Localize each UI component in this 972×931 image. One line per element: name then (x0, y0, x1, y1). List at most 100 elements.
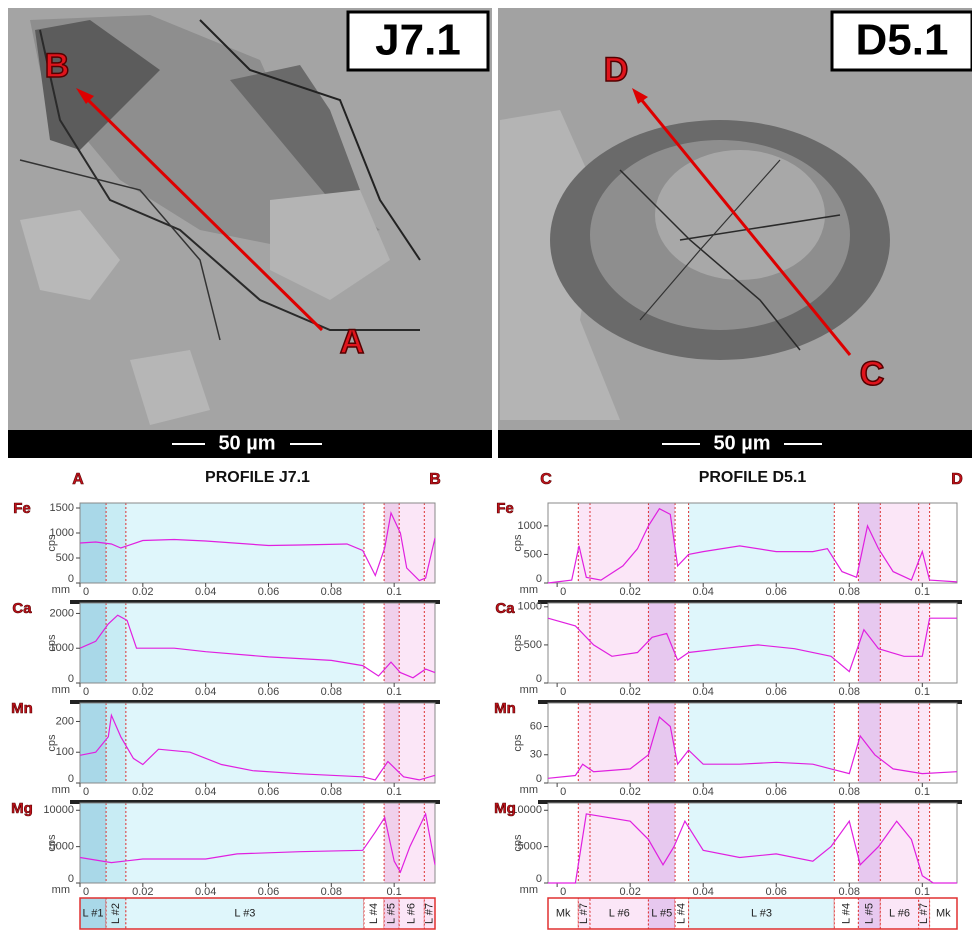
y-tick-label: 0 (68, 773, 74, 785)
profile-line (548, 813, 957, 884)
y-tick-label: 500 (524, 548, 542, 560)
zone-label: L #4 (368, 903, 380, 924)
zone-band (548, 703, 579, 783)
zone-band (880, 503, 919, 583)
x-tick-label: 0.08 (839, 586, 860, 598)
zone-band (384, 803, 400, 883)
sample-label: D5.1 (856, 16, 949, 65)
zone-band (106, 503, 126, 583)
x-tick-label: 0 (83, 886, 89, 898)
x-tick-label: 0.04 (692, 886, 713, 898)
profile-start: C (860, 355, 885, 393)
plot-frame (79, 802, 436, 884)
y-tick-label: 5000 (518, 841, 542, 853)
x-tick-label: 0.1 (915, 686, 930, 698)
y-axis-label: cps (512, 634, 524, 652)
x-axis-label: mm (52, 584, 70, 596)
zone-band (918, 703, 930, 783)
zone-band (688, 503, 835, 583)
zone-band (399, 503, 425, 583)
zone-band (548, 803, 579, 883)
zone-band (589, 603, 649, 683)
zone-band (858, 803, 881, 883)
y-tick-label: 1000 (518, 520, 542, 532)
x-tick-label: 0.06 (258, 886, 279, 898)
separator (70, 700, 440, 704)
x-tick-label: 0 (560, 586, 566, 598)
zone-label: L #5 (386, 903, 398, 924)
y-tick-label: 0 (536, 573, 542, 585)
x-tick-label: 0.06 (258, 686, 279, 698)
zone-label: L #1 (83, 907, 104, 919)
zone-band (578, 803, 590, 883)
y-tick-label: 0 (536, 873, 542, 885)
zone-band (106, 703, 126, 783)
y-tick-label: 0 (68, 873, 74, 885)
zone-bar-frame (79, 897, 436, 930)
zone-band (880, 603, 919, 683)
element-label: Mn (11, 700, 33, 717)
plot-frame (79, 602, 436, 684)
x-tick-label: 0.08 (321, 786, 342, 798)
zone-band (424, 603, 435, 683)
plot-frame (547, 802, 958, 884)
scale-bar-label: 50 µm (713, 432, 770, 454)
element-label: Fe (496, 500, 514, 517)
zone-label: L #7 (424, 903, 436, 924)
zone-band (675, 803, 689, 883)
y-tick-label: 5000 (50, 841, 74, 853)
micrograph: 50 µm D5.1 C D (498, 8, 972, 458)
x-tick-label: 0.02 (619, 886, 640, 898)
x-tick-label: 0.02 (132, 786, 153, 798)
y-tick-label: 1000 (50, 642, 74, 654)
element-label: Ca (495, 600, 515, 617)
zone-band (80, 803, 107, 883)
zone-band (424, 803, 435, 883)
x-tick-label: 0 (560, 686, 566, 698)
y-axis-label: cps (46, 634, 58, 652)
zone-band (648, 503, 676, 583)
profile-line (79, 713, 436, 781)
element-label: Ca (12, 600, 32, 617)
zone-band (424, 503, 435, 583)
zone-band (125, 603, 365, 683)
x-tick-label: 0.02 (619, 586, 640, 598)
zone-band (548, 603, 579, 683)
x-tick-label: 0.1 (387, 686, 402, 698)
plot-frame (547, 702, 958, 784)
y-axis-label: cps (46, 834, 58, 852)
separator (70, 600, 440, 604)
y-axis-label: cps (512, 534, 524, 552)
y-tick-label: 0 (536, 773, 542, 785)
profile-line (547, 617, 957, 673)
x-tick-label: 0.06 (766, 586, 787, 598)
x-tick-label: 0.08 (321, 686, 342, 698)
x-tick-label: 0.06 (766, 786, 787, 798)
zone-band (834, 503, 859, 583)
zone-band (880, 703, 919, 783)
x-tick-label: 0.02 (132, 586, 153, 598)
x-tick-label: 0.08 (839, 686, 860, 698)
zone-band (106, 803, 126, 883)
profile-start: A (340, 323, 365, 361)
separator (70, 800, 440, 804)
x-tick-label: 0.1 (915, 586, 930, 598)
zone-band (125, 503, 365, 583)
plot-frame (547, 602, 958, 684)
zone-label: L #2 (110, 903, 122, 924)
zone-band (364, 803, 385, 883)
y-tick-label: 100 (56, 746, 74, 758)
x-tick-label: 0.1 (387, 586, 402, 598)
y-tick-label: 1500 (50, 502, 74, 514)
x-axis-label: mm (52, 684, 70, 696)
zone-band (578, 703, 590, 783)
zone-band (688, 603, 835, 683)
x-axis-label: mm (52, 884, 70, 896)
zone-label: L #4 (676, 903, 688, 924)
zone-band (384, 603, 400, 683)
zone-band (688, 703, 835, 783)
x-tick-label: 0.04 (195, 786, 216, 798)
x-tick-label: 0.02 (619, 686, 640, 698)
y-axis-label: cps (512, 834, 524, 852)
